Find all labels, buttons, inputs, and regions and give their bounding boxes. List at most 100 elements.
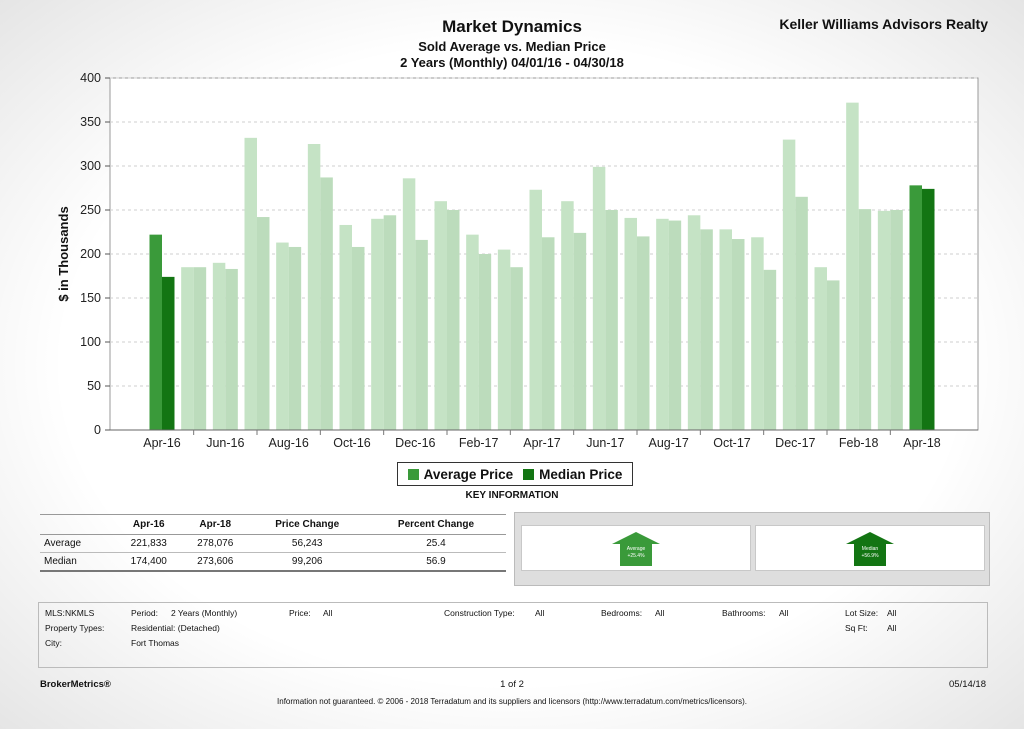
bar-median-Aug-16: [288, 246, 302, 430]
bar-median-Jul-17: [637, 236, 650, 430]
x-tick-label: Dec-16: [395, 436, 435, 450]
chart-legend: Average Price Median Price: [397, 462, 633, 486]
bar-average-Dec-16: [402, 178, 416, 430]
bar-median-Aug-17: [668, 220, 682, 430]
y-tick-label: 400: [80, 71, 101, 85]
lot-size-label: Lot Size:: [845, 608, 879, 618]
legend-average: Average Price: [407, 466, 514, 482]
y-tick-label: 350: [80, 115, 101, 129]
bar-average-Jul-16: [244, 137, 257, 430]
bedrooms-value: All: [655, 608, 665, 618]
bar-median-Dec-16: [415, 239, 428, 430]
bar-median-Jul-16: [257, 217, 270, 430]
chart-period: 2 Years (Monthly) 04/01/16 - 04/30/18: [400, 55, 624, 70]
bar-median-Nov-16: [383, 215, 397, 430]
bar-average-Feb-18: [846, 102, 859, 430]
y-tick-label: 0: [94, 423, 101, 437]
x-tick-label: Oct-17: [713, 436, 751, 450]
period-value: 2 Years (Monthly): [171, 608, 238, 618]
change-arrows-panel: Average +25.4% Median +56.9%: [514, 512, 990, 586]
x-tick-label: Apr-17: [523, 436, 561, 450]
x-tick-label: Jun-17: [586, 436, 624, 450]
page-indicator: 1 of 2: [500, 679, 524, 690]
up-arrow-icon: Average +25.4%: [612, 532, 660, 566]
bar-average-Sep-16: [307, 144, 321, 430]
bar-median-Feb-18: [858, 209, 872, 430]
bar-average-Oct-16: [339, 224, 352, 430]
x-tick-label: Jun-16: [206, 436, 244, 450]
legend-average-label: Average Price: [423, 466, 514, 482]
construction-value: All: [535, 608, 545, 618]
bar-median-Sep-16: [320, 177, 333, 430]
key-table-header: Apr-16 Apr-18 Price Change Percent Chang…: [40, 514, 506, 535]
key-information-title: KEY INFORMATION: [465, 490, 559, 501]
city-label: City:: [45, 638, 62, 648]
cell-end: 273,606: [181, 552, 249, 572]
arrow-average-value: +25.4%: [627, 553, 645, 559]
cell-price-change: 56,243: [248, 534, 366, 553]
cell-price-change: 99,206: [248, 552, 366, 572]
bar-average-Dec-17: [782, 139, 796, 430]
bar-average-Nov-16: [371, 218, 384, 430]
bar-average-Jan-18: [814, 267, 827, 430]
bar-median-Jan-18: [827, 280, 840, 430]
bar-median-Oct-16: [352, 246, 365, 430]
y-axis-label: $ in Thousands: [56, 206, 71, 301]
property-types-label: Property Types:: [45, 623, 105, 633]
chart-title: Market Dynamics: [442, 17, 582, 36]
bar-average-Oct-17: [719, 229, 732, 430]
sqft-value: All: [887, 623, 897, 633]
average-arrow-box: Average +25.4%: [521, 525, 751, 571]
cell-start: 174,400: [115, 552, 182, 572]
bar-median-Apr-18: [922, 188, 935, 430]
y-tick-label: 250: [80, 203, 101, 217]
bar-average-Nov-17: [751, 237, 764, 430]
company-name: Keller Williams Advisors Realty: [779, 16, 988, 32]
bathrooms-value: All: [779, 608, 789, 618]
key-col-start: Apr-16: [115, 514, 182, 535]
bar-average-Jan-17: [434, 201, 447, 430]
x-tick-label: Oct-16: [333, 436, 371, 450]
x-tick-label: Feb-18: [839, 436, 879, 450]
bathrooms-label: Bathrooms:: [722, 608, 766, 618]
construction-label: Construction Type:: [444, 608, 515, 618]
bar-median-Sep-17: [700, 229, 713, 430]
price-value: All: [323, 608, 333, 618]
report-criteria: MLS: NKMLS Period: 2 Years (Monthly) Pri…: [38, 602, 988, 668]
bar-average-May-16: [181, 267, 194, 430]
bar-median-Oct-17: [732, 239, 745, 430]
median-arrow-box: Median +56.9%: [755, 525, 985, 571]
bar-median-Jan-17: [447, 210, 460, 430]
up-arrow-icon: Median +56.9%: [846, 532, 894, 566]
report-date: 05/14/18: [949, 679, 986, 690]
bar-average-Apr-16: [149, 234, 162, 430]
key-col-percent-change: Percent Change: [365, 514, 506, 535]
chart-subtitle: Sold Average vs. Median Price: [418, 39, 606, 54]
bedrooms-label: Bedrooms:: [601, 608, 643, 618]
bar-median-Mar-18: [890, 210, 903, 430]
row-label: Average: [40, 534, 116, 553]
cell-end: 278,076: [181, 534, 249, 553]
cell-start: 221,833: [115, 534, 182, 553]
key-information-table: Apr-16 Apr-18 Price Change Percent Chang…: [40, 514, 506, 572]
y-tick-label: 200: [80, 247, 101, 261]
period-label: Period:: [131, 608, 158, 618]
y-tick-label: 300: [80, 159, 101, 173]
cell-percent-change: 56.9: [365, 552, 506, 572]
y-tick-label: 150: [80, 291, 101, 305]
legend-median-label: Median Price: [539, 466, 623, 482]
bar-median-Dec-17: [795, 196, 808, 430]
bar-average-Aug-16: [276, 242, 289, 430]
bar-average-Mar-18: [877, 210, 891, 430]
bar-chart: 0 50 100 150 200 250 300 350 400 $ in Thousands Ap…: [56, 71, 979, 450]
bar-average-Aug-17: [656, 218, 669, 430]
bar-median-Jun-16: [225, 268, 238, 430]
bar-median-Mar-17: [510, 267, 523, 430]
y-tick-label: 100: [80, 335, 101, 349]
bar-average-Jul-17: [624, 217, 637, 430]
bar-average-Mar-17: [497, 249, 511, 430]
mls-value: NKMLS: [65, 608, 95, 618]
bar-median-Feb-17: [478, 254, 492, 430]
bar-average-Jun-16: [212, 262, 226, 430]
key-col-price-change: Price Change: [248, 514, 366, 535]
